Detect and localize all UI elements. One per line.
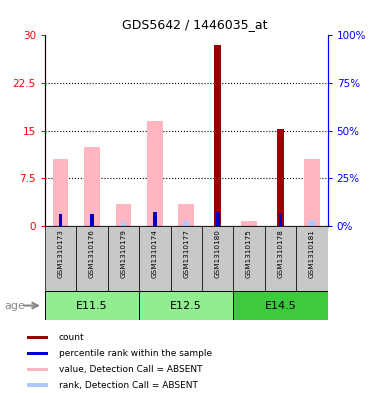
Bar — [27, 367, 48, 371]
Text: E12.5: E12.5 — [170, 301, 202, 310]
Bar — [58, 214, 62, 226]
Bar — [115, 204, 131, 226]
Bar — [233, 226, 265, 291]
Text: age: age — [4, 301, 25, 310]
Text: GSM1310180: GSM1310180 — [215, 229, 221, 278]
Text: value, Detection Call = ABSENT: value, Detection Call = ABSENT — [59, 365, 202, 374]
Bar — [216, 212, 220, 226]
Text: GSM1310178: GSM1310178 — [277, 229, 284, 278]
Text: GDS5642 / 1446035_at: GDS5642 / 1446035_at — [122, 18, 268, 31]
Bar — [170, 226, 202, 291]
Text: count: count — [59, 333, 85, 342]
Bar — [183, 221, 189, 226]
Bar — [90, 214, 94, 226]
Bar — [278, 213, 282, 226]
Bar — [153, 212, 157, 226]
Bar — [233, 291, 328, 320]
Bar — [304, 159, 320, 226]
Bar — [108, 226, 139, 291]
Text: E11.5: E11.5 — [76, 301, 108, 310]
Text: GSM1310173: GSM1310173 — [58, 229, 64, 278]
Bar — [147, 121, 163, 226]
Text: rank, Detection Call = ABSENT: rank, Detection Call = ABSENT — [59, 380, 198, 389]
Bar — [139, 226, 170, 291]
Bar — [277, 129, 284, 226]
Bar — [76, 226, 108, 291]
Bar — [214, 45, 221, 226]
Bar — [45, 226, 76, 291]
Bar — [241, 221, 257, 226]
Bar — [27, 336, 48, 340]
Bar — [53, 159, 68, 226]
Text: GSM1310181: GSM1310181 — [309, 229, 315, 278]
Bar — [139, 291, 233, 320]
Text: GSM1310174: GSM1310174 — [152, 229, 158, 278]
Bar — [84, 147, 100, 226]
Bar — [178, 204, 194, 226]
Bar — [27, 384, 48, 387]
Text: GSM1310175: GSM1310175 — [246, 229, 252, 278]
Bar — [265, 226, 296, 291]
Text: percentile rank within the sample: percentile rank within the sample — [59, 349, 212, 358]
Text: GSM1310176: GSM1310176 — [89, 229, 95, 278]
Bar — [202, 226, 233, 291]
Text: E14.5: E14.5 — [264, 301, 296, 310]
Bar — [296, 226, 328, 291]
Text: GSM1310179: GSM1310179 — [121, 229, 126, 278]
Bar — [45, 291, 139, 320]
Bar — [309, 220, 315, 226]
Bar — [27, 352, 48, 355]
Text: GSM1310177: GSM1310177 — [183, 229, 189, 278]
Bar — [121, 222, 126, 226]
